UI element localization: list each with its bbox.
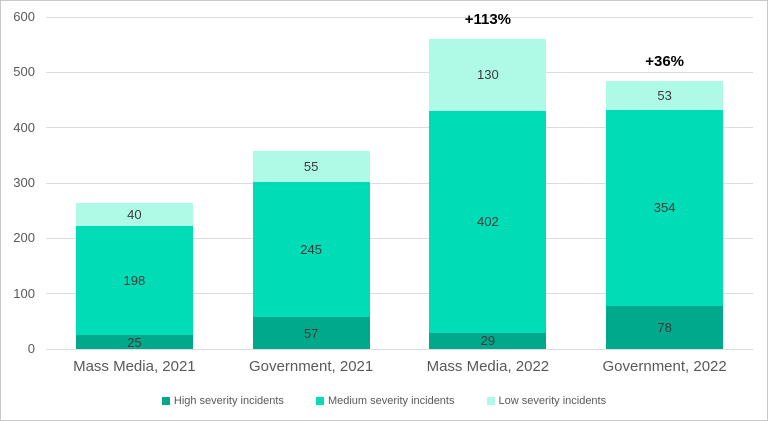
bar-segment-low: 40 (75, 203, 193, 226)
x-axis-category-label: Mass Media, 2021 (73, 358, 196, 375)
legend-item-low: Low severity incidents (486, 395, 607, 407)
x-axis-category-label: Mass Media, 2022 (426, 358, 550, 375)
bar-segment-value: 25 (127, 334, 142, 350)
bar-segment-value: 354 (653, 200, 676, 216)
gridline (46, 182, 753, 184)
y-axis-tick-label: 300 (13, 175, 35, 190)
bar-segment-value: 130 (477, 67, 499, 83)
bar-segment-medium: 354 (606, 109, 724, 306)
growth-annotation: +113% (464, 10, 512, 28)
y-axis-tick-label: 0 (27, 341, 35, 356)
gridline (46, 348, 753, 350)
legend-label: Medium severity incidents (327, 395, 455, 407)
legend-swatch-medium (315, 397, 324, 405)
bar-segment-high: 29 (429, 332, 547, 349)
y-axis-tick-label: 400 (13, 119, 35, 135)
bar-segment-value: 402 (477, 214, 499, 230)
legend-label: High severity incidents (173, 395, 284, 407)
legend-swatch-high (161, 397, 170, 405)
bar-segment-low: 53 (606, 80, 724, 110)
x-axis-category-label: Government, 2022 (602, 358, 727, 375)
bar-segment-value: 29 (480, 333, 496, 349)
bar-segment-medium: 245 (252, 181, 370, 318)
legend: High severity incidents Medium severity i… (1, 395, 767, 407)
bar-segment-medium: 402 (429, 110, 547, 333)
legend-item-medium: Medium severity incidents (315, 395, 455, 407)
gridline (46, 237, 753, 239)
gridline (46, 293, 753, 295)
bar-segment-value: 40 (127, 207, 142, 223)
bar-segment-value: 57 (303, 325, 319, 341)
bar-segment-value: 53 (657, 87, 672, 103)
y-axis-tick-label: 500 (13, 64, 35, 80)
bar-segment-high: 25 (75, 334, 193, 350)
legend-label: Low severity incidents (498, 395, 607, 407)
bar-segment-low: 130 (429, 38, 547, 111)
legend-swatch-low (486, 397, 495, 405)
bar-segment-medium: 198 (75, 225, 193, 336)
growth-annotation: +36% (645, 52, 685, 70)
bar-segment-value: 198 (123, 272, 146, 288)
bar-segment-value: 245 (300, 242, 322, 258)
y-axis-tick-label: 200 (13, 230, 35, 246)
gridline (46, 71, 753, 73)
bar-segment-value: 78 (657, 319, 672, 335)
y-axis-tick-label: 100 (13, 285, 35, 301)
bar-segment-high: 57 (252, 317, 370, 349)
bar-segment-value: 55 (303, 159, 319, 175)
gridline (46, 16, 753, 18)
legend-item-high: High severity incidents (161, 395, 284, 407)
bar-segment-low: 55 (252, 151, 370, 182)
y-axis-tick-label: 600 (13, 9, 35, 24)
bar-segment-high: 78 (606, 305, 724, 349)
gridline (46, 127, 753, 129)
x-axis-category-label: Government, 2021 (249, 358, 374, 375)
